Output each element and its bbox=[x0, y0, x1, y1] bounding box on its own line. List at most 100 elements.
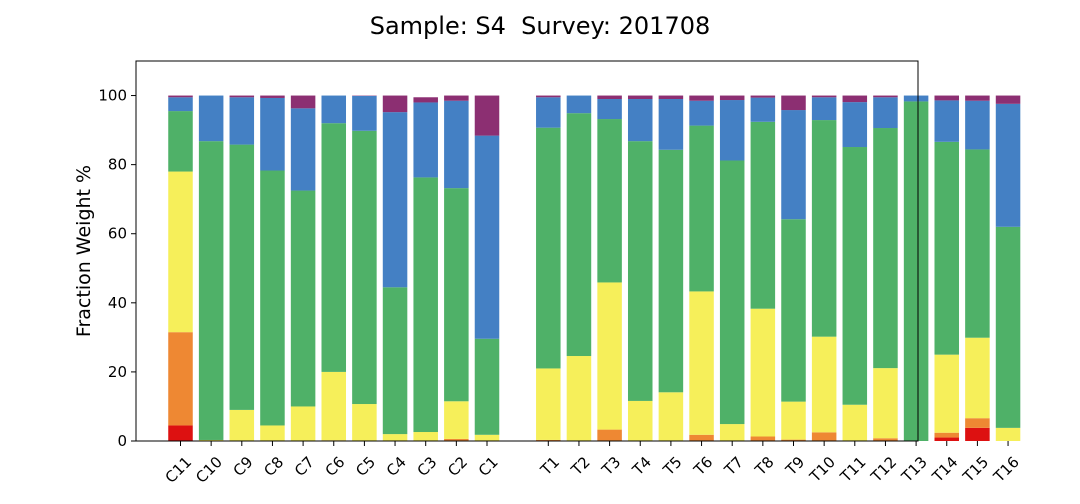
bar-segment-T7-s3 bbox=[719, 424, 745, 441]
bar-segment-C7-s5 bbox=[290, 108, 316, 191]
bar-segment-C9-s5 bbox=[229, 97, 255, 145]
bar-segment-T7-s5 bbox=[719, 100, 745, 161]
bar-segment-T10-s2 bbox=[811, 432, 837, 441]
x-tick-label-C8: C8 bbox=[260, 453, 287, 480]
bar-segment-T2-s5 bbox=[566, 95, 592, 114]
bar-segment-T13-s5 bbox=[903, 95, 929, 102]
bar-segment-T8-s6 bbox=[750, 95, 776, 98]
bar-segment-C11-s1 bbox=[168, 425, 193, 441]
bar-segment-C1-s4 bbox=[474, 338, 500, 435]
bar-segment-T14-s2 bbox=[934, 432, 960, 438]
bar-segment-T6-s3 bbox=[689, 291, 714, 435]
bar-segment-T8-s2 bbox=[750, 436, 776, 441]
bar-segment-T12-s4 bbox=[873, 128, 898, 369]
bar-segment-C3-s3 bbox=[413, 432, 438, 441]
y-tick-label-100: 100 bbox=[98, 87, 127, 105]
bar-segment-T3-s4 bbox=[597, 119, 622, 283]
x-tick-label-T14: T14 bbox=[928, 453, 961, 486]
bar-segment-T15-s1 bbox=[965, 427, 990, 441]
x-tick-label-C9: C9 bbox=[230, 453, 257, 480]
bar-segment-T14-s6 bbox=[934, 95, 960, 101]
x-tick-label-T9: T9 bbox=[782, 453, 809, 480]
bar-segment-T6-s5 bbox=[689, 100, 714, 126]
bar-segment-T9-s4 bbox=[781, 219, 806, 402]
bar-segment-T3-s3 bbox=[597, 282, 622, 430]
bar-segment-T4-s5 bbox=[627, 99, 653, 142]
bar-segment-C2-s4 bbox=[444, 188, 469, 402]
bar-segment-T7-s6 bbox=[719, 95, 745, 101]
bar-segment-T10-s4 bbox=[811, 120, 837, 337]
bar-segment-C5-s3 bbox=[352, 404, 377, 441]
x-tick-label-T6: T6 bbox=[690, 453, 717, 480]
bar-segment-T16-s4 bbox=[995, 226, 1021, 428]
bar-segment-T11-s5 bbox=[842, 102, 868, 148]
bar-segment-C11-s5 bbox=[168, 97, 193, 112]
bar-segment-C1-s6 bbox=[474, 95, 500, 136]
bar-segment-C6-s3 bbox=[321, 371, 347, 441]
x-tick-label-C2: C2 bbox=[444, 453, 471, 480]
bar-segment-C2-s6 bbox=[444, 95, 469, 101]
bar-segment-C7-s3 bbox=[290, 406, 316, 441]
bar-segment-C4-s3 bbox=[382, 434, 408, 441]
x-tick-label-T8: T8 bbox=[751, 453, 778, 480]
bar-segment-T1-s2 bbox=[536, 439, 561, 441]
x-tick-label-T15: T15 bbox=[959, 453, 992, 486]
x-tick-label-C7: C7 bbox=[291, 453, 318, 480]
bar-segment-C1-s5 bbox=[474, 135, 500, 339]
bar-segment-T5-s6 bbox=[658, 95, 684, 99]
bar-segment-T2-s4 bbox=[566, 113, 592, 357]
bar-segment-T4-s3 bbox=[627, 400, 653, 441]
x-tick-label-C3: C3 bbox=[414, 453, 441, 480]
bar-segment-C1-s3 bbox=[474, 434, 500, 441]
bar-segment-C11-s2 bbox=[168, 332, 193, 426]
bar-segment-C5-s5 bbox=[352, 95, 377, 131]
bar-segment-T11-s3 bbox=[842, 404, 868, 441]
x-tick-label-C10: C10 bbox=[192, 453, 226, 487]
bar-segment-T9-s6 bbox=[781, 95, 806, 111]
bar-segment-T12-s6 bbox=[873, 95, 898, 98]
bar-segment-C8-s6 bbox=[260, 95, 285, 98]
bar-segment-C8-s5 bbox=[260, 97, 285, 171]
bar-segment-C3-s4 bbox=[413, 177, 438, 433]
bar-segment-C7-s6 bbox=[290, 95, 316, 109]
bar-segment-T7-s4 bbox=[719, 160, 745, 425]
bar-segment-C5-s4 bbox=[352, 130, 377, 405]
bar-segment-T3-s2 bbox=[597, 429, 622, 441]
bar-segment-T15-s6 bbox=[965, 95, 990, 101]
x-tick-label-C4: C4 bbox=[383, 453, 410, 480]
x-tick-label-C6: C6 bbox=[322, 453, 349, 480]
bar-segment-T10-s5 bbox=[811, 97, 837, 121]
bars-layer bbox=[168, 95, 1021, 442]
bar-segment-T10-s6 bbox=[811, 95, 837, 98]
bar-segment-C6-s5 bbox=[321, 95, 347, 124]
y-axis: 0 20 40 60 80 100 bbox=[98, 87, 136, 450]
bar-segment-C11-s4 bbox=[168, 111, 193, 172]
bar-segment-T3-s6 bbox=[597, 95, 622, 99]
x-tick-label-T13: T13 bbox=[897, 453, 930, 486]
bar-segment-T9-s3 bbox=[781, 401, 806, 440]
bar-segment-C3-s6 bbox=[413, 97, 438, 103]
bar-segment-T8-s4 bbox=[750, 121, 776, 309]
bar-segment-C6-s4 bbox=[321, 123, 347, 372]
bar-segment-T14-s4 bbox=[934, 141, 960, 355]
bar-segment-T9-s2 bbox=[781, 439, 806, 441]
y-tick-label-40: 40 bbox=[108, 294, 127, 312]
x-tick-label-T3: T3 bbox=[598, 453, 625, 480]
x-tick-label-C1: C1 bbox=[475, 453, 502, 480]
bar-segment-T8-s5 bbox=[750, 97, 776, 122]
bar-segment-C9-s3 bbox=[229, 409, 255, 441]
y-axis-label: Fraction Weight % bbox=[73, 165, 95, 337]
x-tick-label-T2: T2 bbox=[567, 453, 594, 480]
x-tick-label-T10: T10 bbox=[805, 453, 838, 486]
bar-segment-C4-s6 bbox=[382, 95, 408, 113]
bar-segment-C3-s5 bbox=[413, 102, 438, 178]
bar-segment-T12-s3 bbox=[873, 368, 898, 439]
chart-title: Sample: S4 Survey: 201708 bbox=[369, 12, 711, 40]
bar-segment-T4-s6 bbox=[627, 95, 653, 99]
bar-segment-C2-s2 bbox=[444, 438, 469, 441]
bar-segment-T6-s4 bbox=[689, 125, 714, 292]
bar-segment-T12-s5 bbox=[873, 97, 898, 129]
plot-frame bbox=[135, 60, 919, 442]
